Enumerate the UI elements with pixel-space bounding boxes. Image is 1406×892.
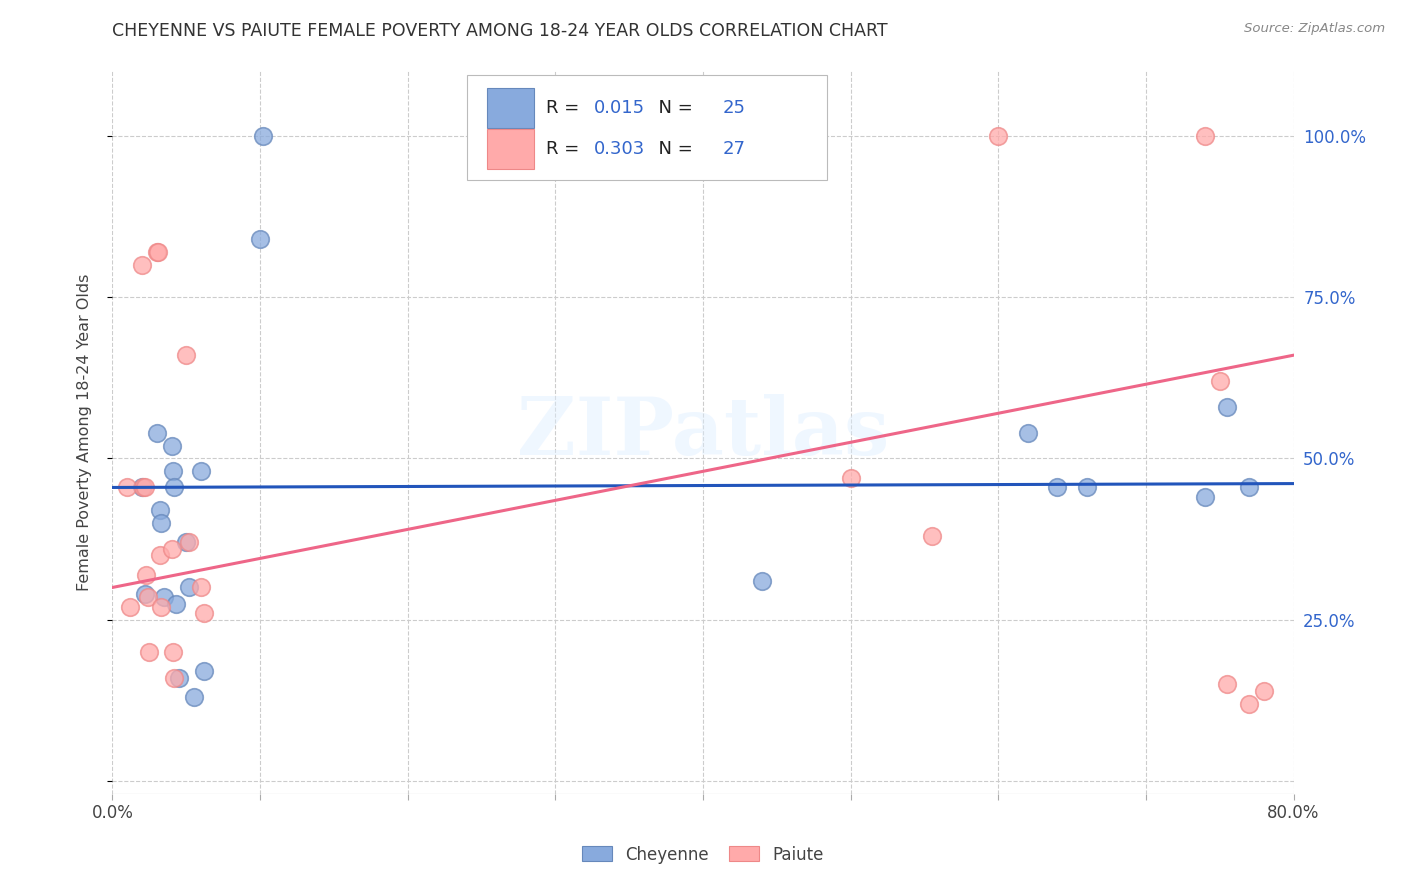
- Point: [179, 535, 201, 549]
- Point: [163, 671, 186, 685]
- Point: [1216, 400, 1239, 414]
- Point: [1253, 683, 1275, 698]
- Text: 27: 27: [723, 140, 747, 158]
- Text: Source: ZipAtlas.com: Source: ZipAtlas.com: [1244, 22, 1385, 36]
- Point: [1017, 425, 1039, 440]
- Point: [183, 690, 205, 705]
- Text: 0.015: 0.015: [595, 99, 645, 117]
- FancyBboxPatch shape: [467, 75, 827, 180]
- Point: [160, 541, 183, 556]
- Point: [138, 645, 160, 659]
- Point: [1194, 128, 1216, 143]
- Point: [190, 581, 212, 595]
- Point: [135, 567, 157, 582]
- Point: [249, 232, 271, 246]
- Text: N =: N =: [648, 140, 699, 158]
- Point: [1208, 374, 1232, 388]
- Point: [160, 438, 183, 452]
- Legend: Cheyenne, Paiute: Cheyenne, Paiute: [575, 839, 831, 871]
- Point: [165, 597, 187, 611]
- Point: [839, 471, 862, 485]
- Point: [153, 590, 176, 604]
- Point: [921, 529, 943, 543]
- Point: [131, 258, 153, 272]
- Bar: [486, 88, 534, 128]
- Point: [134, 587, 156, 601]
- Text: 0.303: 0.303: [595, 140, 645, 158]
- Point: [751, 574, 773, 588]
- Point: [136, 590, 159, 604]
- Text: R =: R =: [546, 140, 585, 158]
- Y-axis label: Female Poverty Among 18-24 Year Olds: Female Poverty Among 18-24 Year Olds: [77, 274, 91, 591]
- Point: [987, 128, 1010, 143]
- Point: [162, 464, 184, 478]
- Bar: [486, 129, 534, 169]
- Point: [167, 671, 190, 685]
- Point: [190, 464, 212, 478]
- Point: [1046, 480, 1069, 494]
- Point: [163, 480, 186, 494]
- Point: [174, 535, 197, 549]
- Point: [1076, 480, 1098, 494]
- Point: [131, 480, 153, 494]
- Point: [1239, 697, 1261, 711]
- Text: ZIPatlas: ZIPatlas: [517, 393, 889, 472]
- Point: [134, 480, 156, 494]
- Point: [146, 245, 169, 260]
- Point: [146, 425, 169, 440]
- Text: N =: N =: [648, 99, 699, 117]
- Point: [1239, 480, 1261, 494]
- Point: [193, 607, 215, 621]
- Point: [149, 503, 172, 517]
- Point: [132, 480, 155, 494]
- Point: [149, 548, 172, 562]
- Point: [150, 516, 173, 530]
- Point: [1194, 490, 1216, 504]
- Point: [1216, 677, 1239, 691]
- Point: [193, 665, 215, 679]
- Point: [148, 245, 170, 260]
- Point: [162, 645, 184, 659]
- Point: [179, 581, 201, 595]
- Text: CHEYENNE VS PAIUTE FEMALE POVERTY AMONG 18-24 YEAR OLDS CORRELATION CHART: CHEYENNE VS PAIUTE FEMALE POVERTY AMONG …: [112, 22, 889, 40]
- Point: [117, 480, 138, 494]
- Point: [120, 599, 142, 614]
- Point: [174, 348, 197, 362]
- Text: 25: 25: [723, 99, 747, 117]
- Point: [150, 599, 173, 614]
- Text: R =: R =: [546, 99, 585, 117]
- Point: [252, 128, 274, 143]
